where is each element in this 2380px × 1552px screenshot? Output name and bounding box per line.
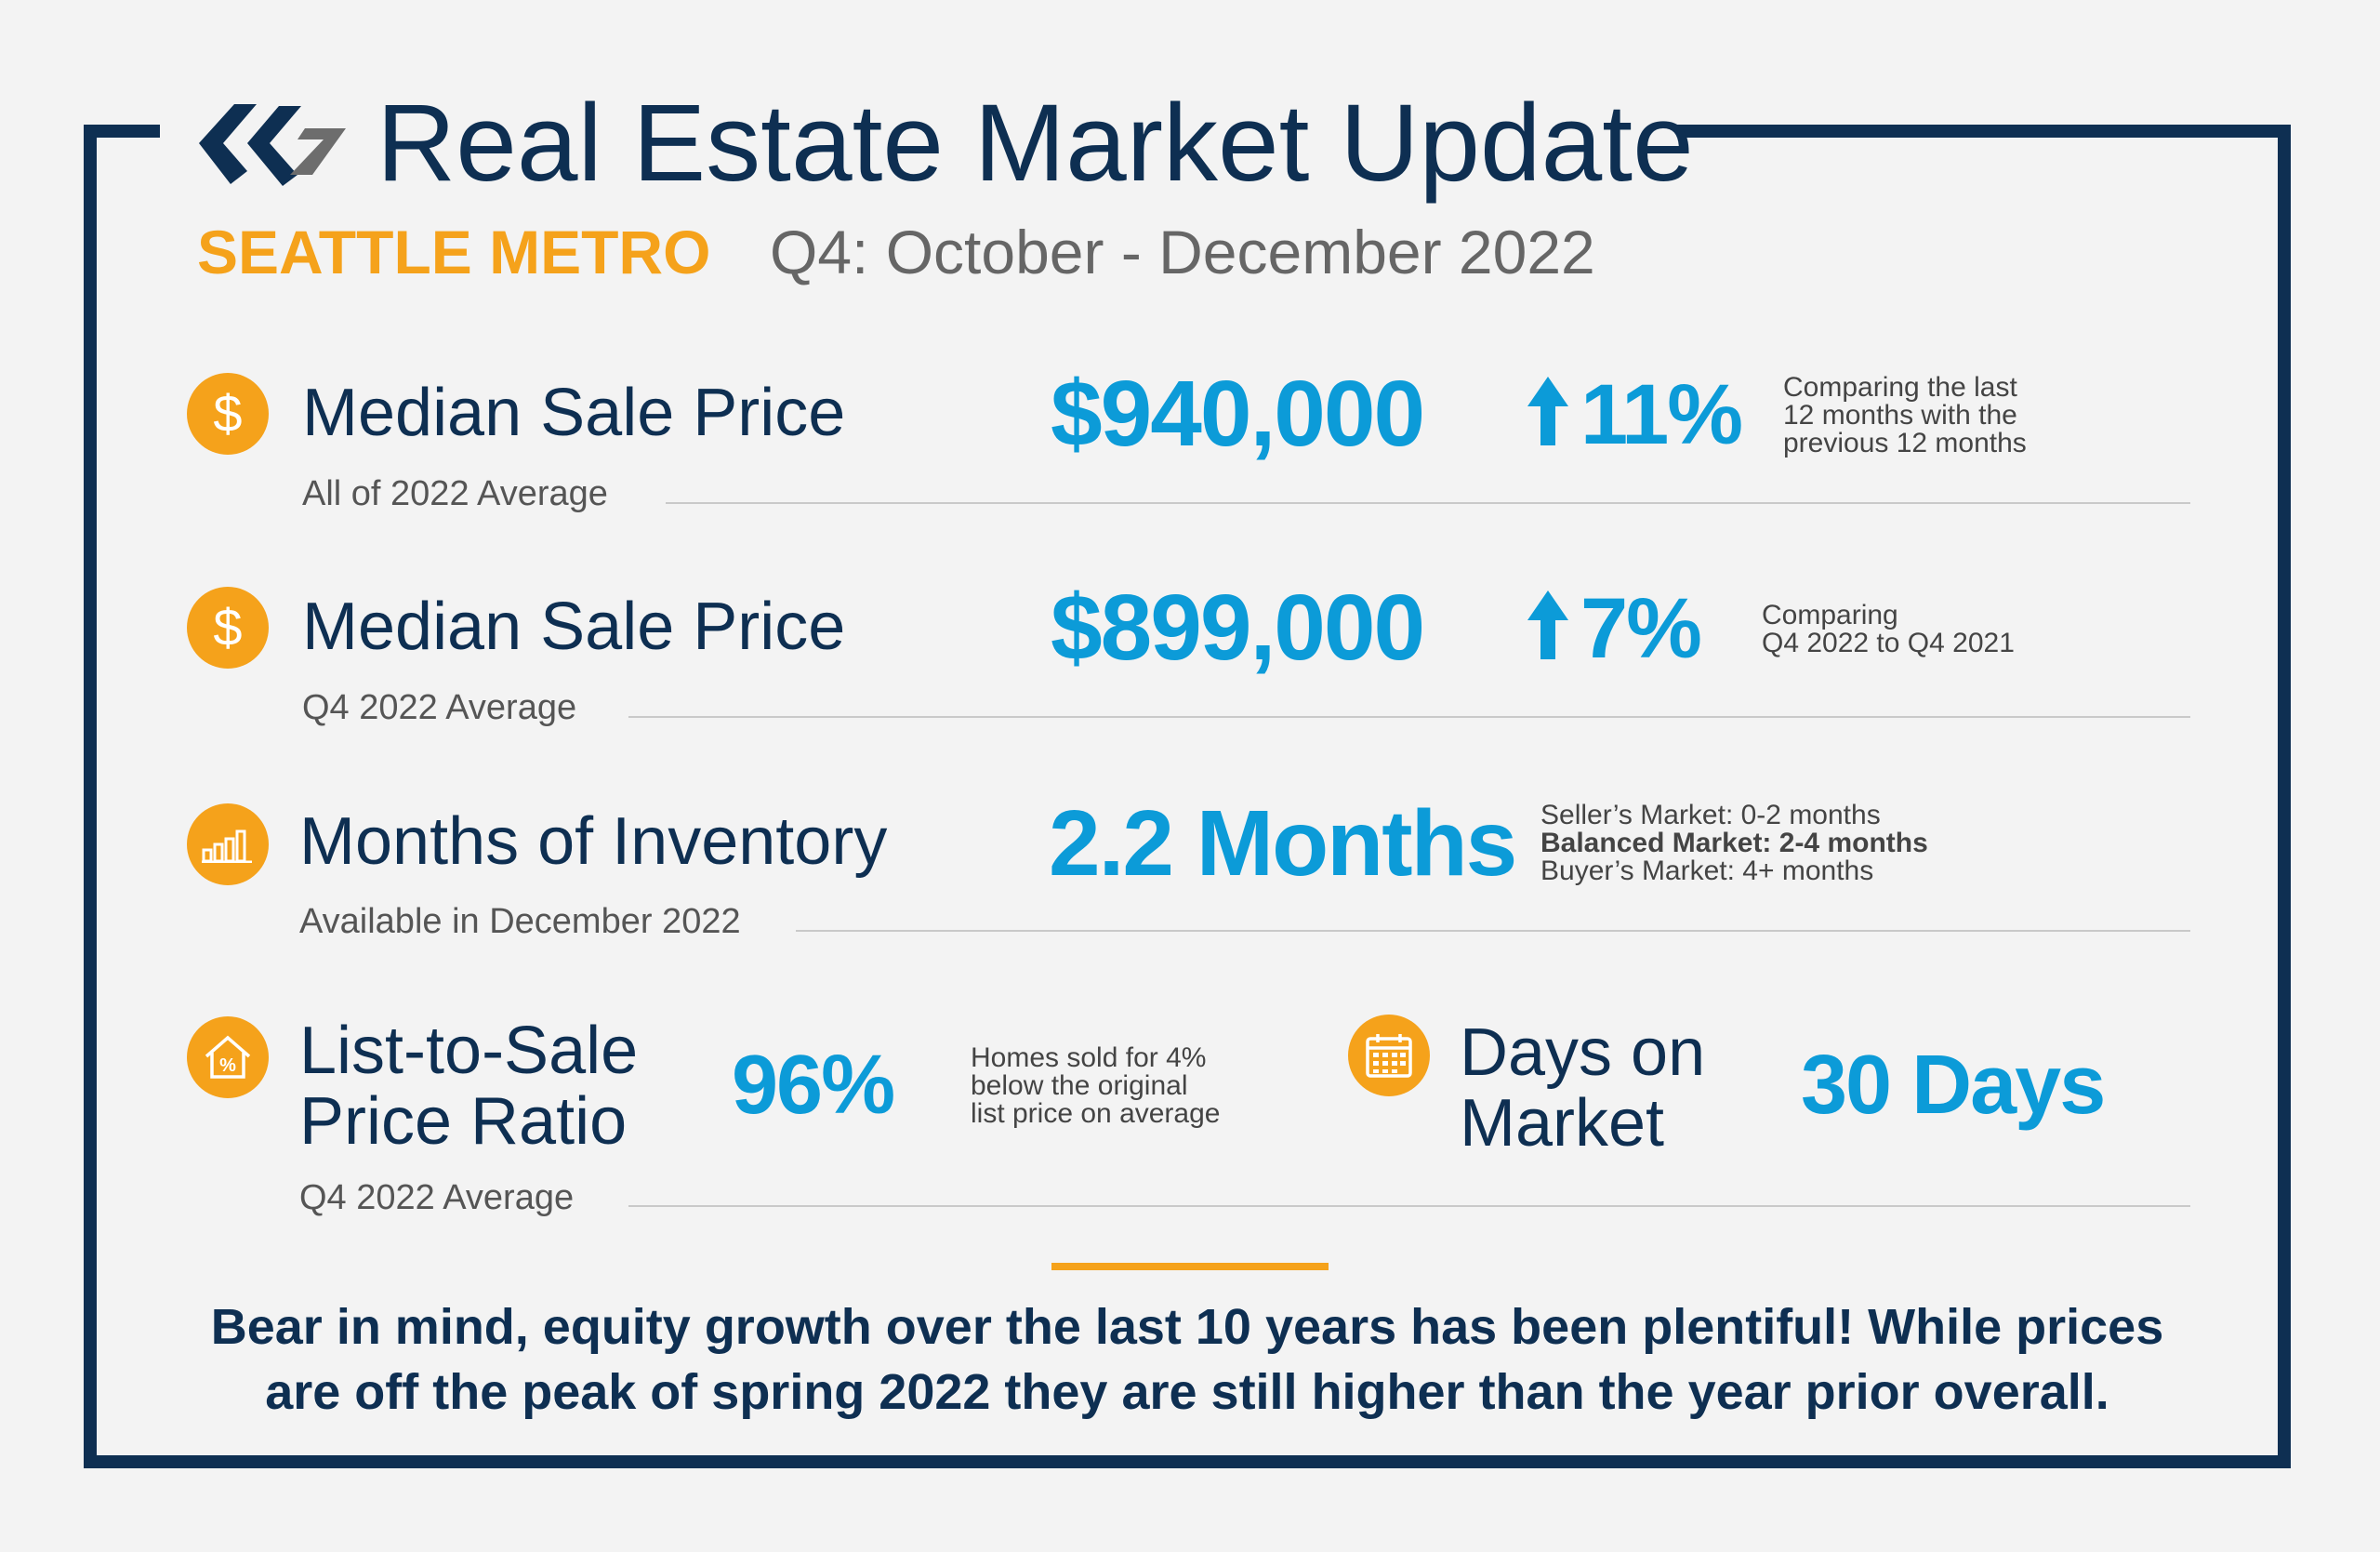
frame-top-right bbox=[1677, 125, 2291, 138]
inventory-label: Months of Inventory bbox=[299, 804, 888, 879]
frame-left bbox=[84, 125, 97, 1468]
days-on-market-value: 30 Days bbox=[1801, 1039, 2106, 1132]
median-annual-change: 11% bbox=[1580, 367, 1743, 462]
median-annual-note: Comparing the last 12 months with the pr… bbox=[1783, 372, 2027, 458]
divider bbox=[628, 716, 2190, 718]
inventory-value: 2.2 Months bbox=[1049, 791, 1517, 895]
accent-divider bbox=[1051, 1263, 1329, 1270]
dollar-icon: $ bbox=[187, 587, 269, 669]
inventory-note: Seller’s Market: 0-2 months Balanced Mar… bbox=[1540, 800, 1928, 886]
days-on-market-label: Days on Market bbox=[1460, 1015, 1706, 1161]
footer-text: Bear in mind, equity growth over the las… bbox=[210, 1299, 2164, 1420]
median-q4-sub: Q4 2022 Average bbox=[302, 688, 577, 727]
divider bbox=[628, 1205, 2190, 1207]
bar-chart-icon bbox=[187, 803, 269, 885]
divider bbox=[796, 930, 2190, 932]
median-annual-value: $940,000 bbox=[1051, 362, 1425, 466]
page-title: Real Estate Market Update bbox=[377, 82, 1694, 205]
frame-bottom bbox=[84, 1455, 2291, 1468]
arrow-up-icon bbox=[1527, 590, 1568, 659]
period-label: Q4: October - December 2022 bbox=[770, 218, 1595, 286]
median-annual-sub: All of 2022 Average bbox=[302, 474, 608, 513]
svg-text:%: % bbox=[219, 1055, 236, 1076]
brand-logo-icon bbox=[199, 104, 346, 186]
calendar-icon bbox=[1348, 1015, 1430, 1096]
arrow-up-icon bbox=[1527, 377, 1568, 445]
median-q4-note: Comparing Q4 2022 to Q4 2021 bbox=[1762, 600, 2015, 658]
median-q4-change: 7% bbox=[1580, 581, 1702, 676]
divider bbox=[666, 502, 2190, 504]
median-q4-value: $899,000 bbox=[1051, 576, 1425, 680]
list-to-sale-label: List-to-Sale Price Ratio bbox=[299, 1014, 639, 1159]
frame-right bbox=[2278, 125, 2291, 1468]
list-to-sale-sub: Q4 2022 Average bbox=[299, 1178, 575, 1217]
list-to-sale-value: 96% bbox=[732, 1039, 895, 1132]
house-percent-icon: % bbox=[187, 1016, 269, 1098]
median-annual-label: Median Sale Price bbox=[302, 376, 846, 450]
dollar-icon: $ bbox=[187, 373, 269, 455]
region-label: SEATTLE METRO bbox=[197, 218, 711, 286]
frame-top-left bbox=[84, 125, 160, 138]
list-to-sale-note: Homes sold for 4% below the original lis… bbox=[971, 1042, 1221, 1129]
inventory-sub: Available in December 2022 bbox=[299, 902, 741, 941]
median-q4-label: Median Sale Price bbox=[302, 590, 846, 664]
